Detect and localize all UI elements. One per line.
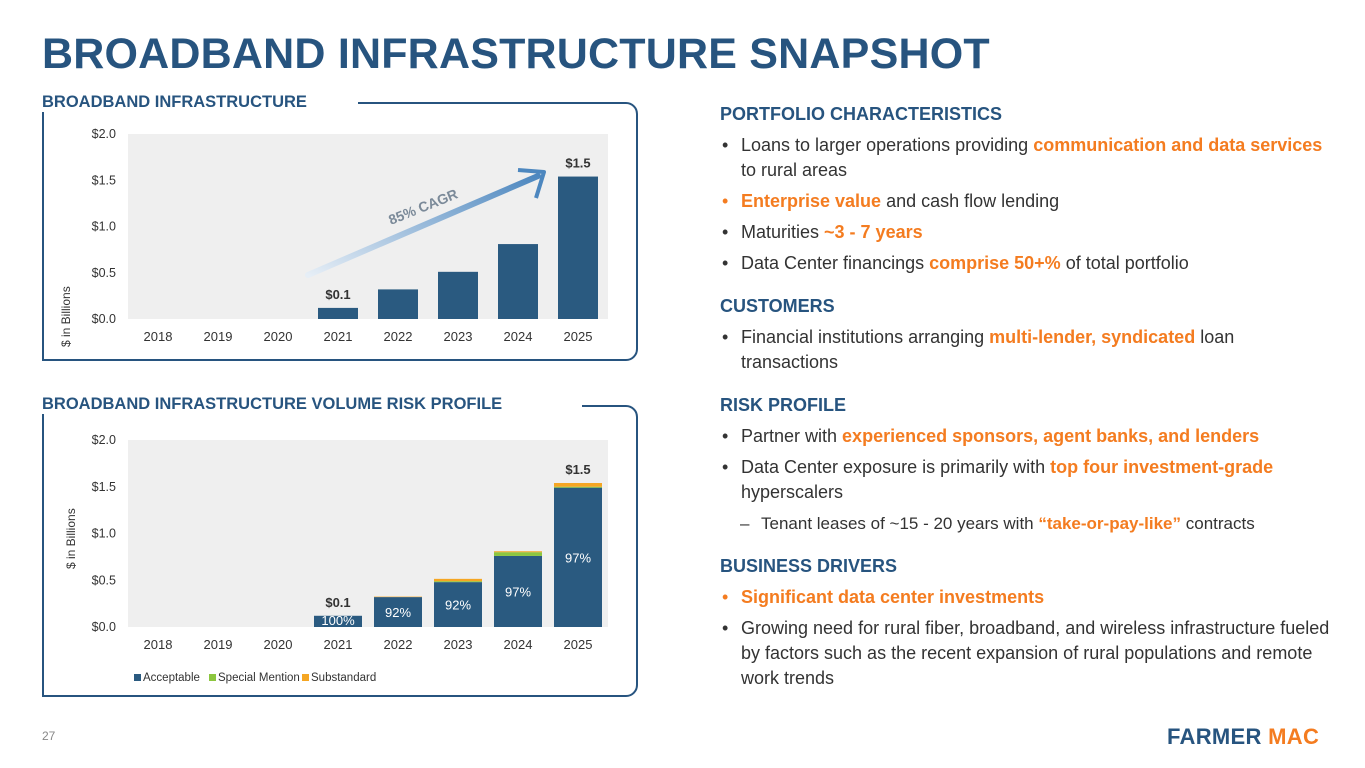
chart1-svg: $0.0 $0.5 $1.0 $1.5 $2.0 2018 2019 2020 2021 202… [59, 127, 608, 347]
chart2-xtick-label: 2021 [324, 637, 353, 652]
chart2-title: BROADBAND INFRASTRUCTURE VOLUME RISK PRO… [42, 395, 517, 414]
chart2-pct-label: 100% [321, 613, 355, 628]
chart1-xtick-label: 2021 [324, 329, 353, 344]
customers-heading: CUSTOMERS [720, 296, 835, 316]
risk-heading: RISK PROFILE [720, 395, 847, 415]
chart1-data-label: $1.5 [565, 156, 590, 171]
risk-sub-bullet-1: Tenant leases of ~15 - 20 years with “ta… [720, 511, 1330, 536]
chart1-xtick-label: 2025 [564, 329, 593, 344]
page-title: BROADBAND INFRASTRUCTURE SNAPSHOT [42, 30, 990, 78]
chart2-ylabel: $ in Billions [64, 508, 78, 569]
chart1-ytick-label: $1.0 [92, 220, 116, 234]
farmer-mac-logo: FARMER MAC [1167, 724, 1320, 749]
chart1-bar [318, 307, 358, 319]
chart1-ytick-label: $0.5 [92, 266, 116, 280]
chart2-pct-label: 97% [505, 584, 531, 599]
chart2-legend-label: Special Mention [218, 672, 300, 684]
cagr-arrow [305, 173, 541, 278]
chart2-bar-special-mention [434, 581, 482, 583]
portfolio-heading: PORTFOLIO CHARACTERISTICS [720, 104, 1002, 124]
chart1-bar [558, 176, 598, 319]
risk-bullet-2: Data Center exposure is primarily with t… [720, 455, 1330, 505]
chart2-svg: $0.0 $0.5 $1.0 $1.5 $2.0 2018 2019 2020 2021 202… [64, 433, 608, 684]
chart2-ytick-label: $2.0 [92, 433, 116, 447]
chart1-xtick-label: 2019 [204, 329, 233, 344]
drivers-bullet-1: Significant data center investments [720, 585, 1330, 610]
chart2-ytick-label: $1.0 [92, 527, 116, 541]
chart2-legend-swatch [134, 674, 141, 681]
right-column: PORTFOLIO CHARACTERISTICS Loans to large… [720, 104, 1330, 697]
chart2-bar-substandard [554, 483, 602, 487]
chart1-title: BROADBAND INFRASTRUCTURE [42, 93, 321, 112]
chart1-ylabel: $ in Billions [59, 286, 73, 347]
portfolio-bullet-3: Maturities ~3 - 7 years [720, 220, 1330, 245]
drivers-heading: BUSINESS DRIVERS [720, 556, 898, 576]
chart2-bar-acceptable [494, 555, 542, 627]
cagr-arrowhead [517, 168, 546, 199]
chart2-bar-acceptable [554, 487, 602, 627]
chart1-xtick-label: 2024 [504, 329, 533, 344]
chart2-ytick-label: $0.0 [92, 620, 116, 634]
chart2-xtick-label: 2019 [204, 637, 233, 652]
chart2-bar-special-mention [494, 552, 542, 556]
chart2-data-label: $1.5 [565, 462, 590, 477]
portfolio-bullet-1: Loans to larger operations providing com… [720, 133, 1330, 183]
chart1-data-label: $0.1 [325, 287, 350, 302]
chart1-xtick-label: 2022 [384, 329, 413, 344]
chart2-xtick-label: 2020 [264, 637, 293, 652]
chart2-pct-label: 92% [445, 598, 471, 613]
customers-bullet-1: Financial institutions arranging multi-l… [720, 325, 1330, 375]
portfolio-bullet-2: Enterprise value and cash flow lending [720, 189, 1330, 214]
chart2-legend-swatch [209, 674, 216, 681]
chart2-xtick-label: 2023 [444, 637, 473, 652]
chart2-xtick-label: 2018 [144, 637, 173, 652]
chart2-pct-label: 97% [565, 550, 591, 565]
chart1-xtick-label: 2023 [444, 329, 473, 344]
chart2-ytick-label: $0.5 [92, 573, 116, 587]
drivers-bullet-2: Growing need for rural fiber, broadband,… [720, 616, 1330, 691]
page-number: 27 [42, 729, 56, 743]
chart2-bar-acceptable [374, 597, 422, 627]
chart2-xtick-label: 2022 [384, 637, 413, 652]
portfolio-bullet-4: Data Center financings comprise 50+% of … [720, 251, 1330, 276]
chart2-xtick-label: 2024 [504, 637, 533, 652]
chart2-legend-swatch [302, 674, 309, 681]
chart2-bar-acceptable [434, 582, 482, 627]
chart2-bar-substandard [434, 578, 482, 582]
chart2-ytick-label: $1.5 [92, 480, 116, 494]
chart1-ytick-label: $1.5 [92, 173, 116, 187]
chart1-bar [378, 289, 418, 319]
chart2-bar-acceptable [314, 615, 362, 627]
risk-bullet-1: Partner with experienced sponsors, agent… [720, 424, 1330, 449]
chart1-xtick-label: 2018 [144, 329, 173, 344]
chart2-pct-label: 92% [385, 605, 411, 620]
chart1-bar [498, 244, 538, 319]
chart1-ytick-label: $0.0 [92, 312, 116, 326]
chart1-bar [438, 271, 478, 319]
chart2-legend-label: Acceptable [143, 672, 200, 684]
chart1-ytick-label: $2.0 [92, 127, 116, 141]
chart2-legend-label: Substandard [311, 672, 376, 684]
chart2-xtick-label: 2025 [564, 637, 593, 652]
chart2-data-label: $0.1 [325, 595, 350, 610]
chart2-bar-substandard [494, 551, 542, 553]
chart2-bar-special-mention [554, 486, 602, 488]
chart1-xtick-label: 2020 [264, 329, 293, 344]
